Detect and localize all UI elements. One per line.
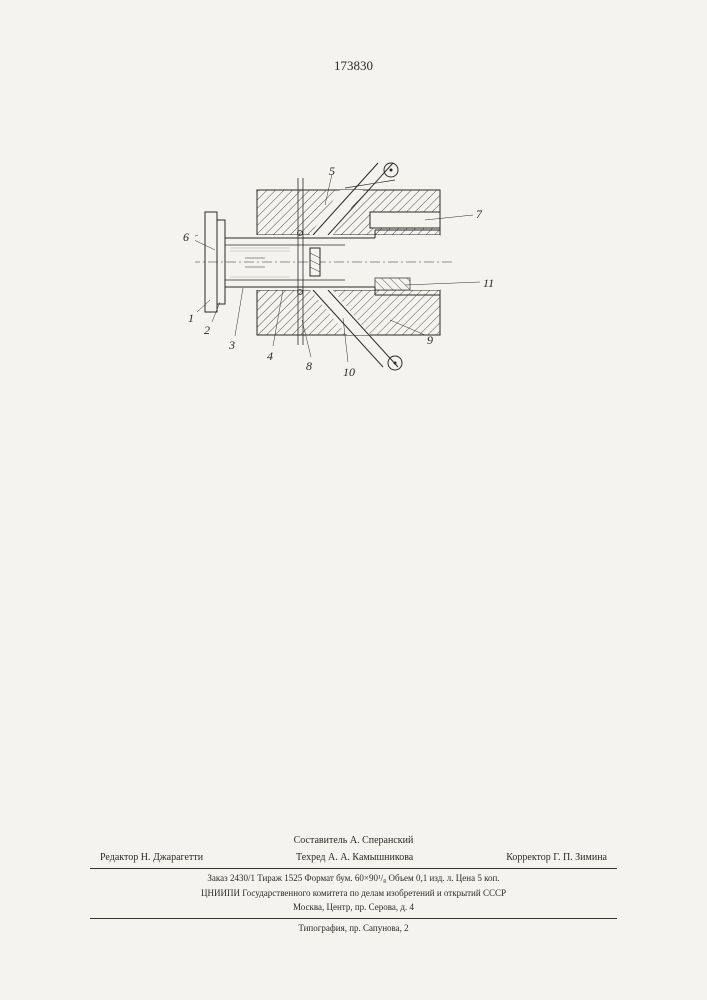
label-4: 4 bbox=[267, 349, 273, 364]
label-10: 10 bbox=[343, 365, 355, 380]
label-3: 3 bbox=[229, 338, 235, 353]
page-number: 173830 bbox=[334, 58, 373, 74]
label-5: 5 bbox=[329, 164, 335, 179]
label-9: 9 bbox=[427, 333, 433, 348]
label-1: 1 bbox=[188, 311, 194, 326]
tech-editor-credit: Техред А. А. Камышникова bbox=[296, 850, 413, 865]
printing-house: Типография, пр. Сапунова, 2 bbox=[90, 922, 617, 936]
label-6: 6 bbox=[183, 230, 189, 245]
corrector-credit: Корректор Г. П. Зимина bbox=[506, 850, 607, 865]
label-7: 7 bbox=[476, 207, 482, 222]
label-2: 2 bbox=[204, 323, 210, 338]
institute-name: ЦНИИПИ Государственного комитета по дела… bbox=[90, 887, 617, 901]
label-11: 11 bbox=[483, 276, 494, 291]
technical-diagram: 1 2 3 4 5 6 7 8 9 10 11 bbox=[195, 160, 505, 410]
label-8: 8 bbox=[306, 359, 312, 374]
address: Москва, Центр, пр. Серова, д. 4 bbox=[90, 901, 617, 915]
order-info: Заказ 2430/1 Тираж 1525 Формат бум. 60×9… bbox=[90, 872, 617, 886]
document-footer: Составитель А. Сперанский Редактор Н. Дж… bbox=[90, 833, 617, 935]
editor-credit: Редактор Н. Джарагетти bbox=[100, 850, 203, 865]
compiler-credit: Составитель А. Сперанский bbox=[90, 833, 617, 848]
